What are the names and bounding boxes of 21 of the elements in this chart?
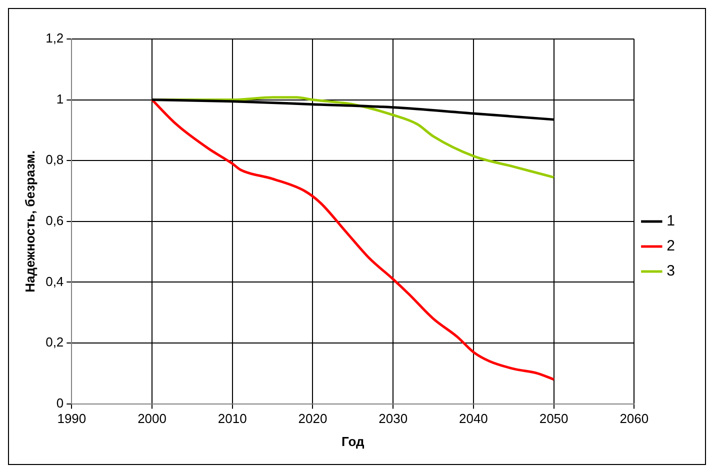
y-tick-label: 0,6	[46, 212, 64, 228]
line-series	[150, 98, 556, 381]
x-tick-label: 2050	[539, 411, 568, 426]
x-tick-label: 2020	[298, 411, 328, 426]
legend-label: 2	[666, 238, 675, 255]
x-tick-label: 2040	[458, 411, 488, 426]
y-tick-label: 0	[56, 395, 64, 410]
y-tick-label: 0,8	[46, 152, 64, 168]
y-tick-label: 1	[56, 91, 64, 106]
legend-label: 1	[666, 212, 675, 230]
x-axis-title: Год	[342, 434, 366, 449]
legend-label: 3	[666, 262, 675, 280]
x-tick-label: 2010	[218, 411, 247, 426]
x-tick-label: 2030	[378, 411, 408, 426]
y-tick-label: 1,2	[46, 30, 64, 46]
y-tick-label: 0,4	[46, 274, 64, 289]
x-tick-label: 1990	[57, 411, 86, 426]
x-tick-label: 2000	[138, 411, 166, 426]
x-tick-label: 2060	[620, 411, 649, 426]
y-axis-title: Надежность, безразм.	[22, 150, 38, 292]
y-tick-label: 0,2	[46, 334, 64, 350]
